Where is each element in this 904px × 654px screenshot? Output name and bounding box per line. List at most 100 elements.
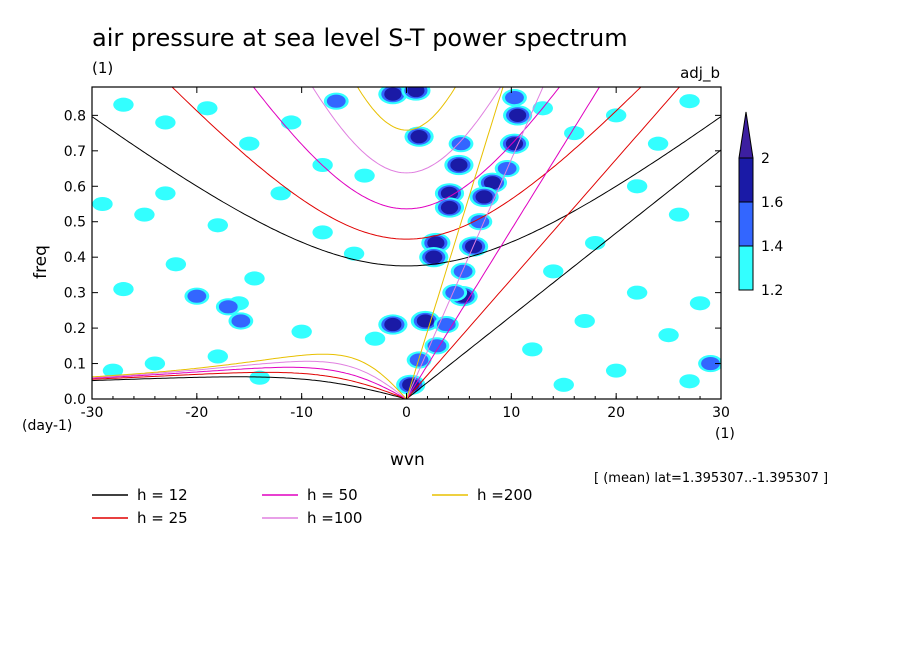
shaded-blob [469, 186, 499, 208]
shaded-blob [433, 315, 459, 334]
colorbar-label: 1.6 [761, 195, 783, 211]
blob-outer [207, 218, 228, 233]
blob-outer [155, 186, 176, 201]
legend-entry: h =100 [262, 509, 362, 527]
shaded-blob [467, 213, 493, 231]
shaded-blob [184, 287, 210, 305]
shaded-blob [155, 186, 176, 201]
y-tick-label: 0.7 [64, 144, 86, 160]
blob-outer [270, 186, 291, 201]
shaded-blob [323, 92, 349, 110]
shaded-blob [113, 97, 134, 112]
blob-core [440, 200, 459, 215]
blob-mid [453, 264, 473, 278]
blob-outer [668, 207, 690, 222]
blob-outer [244, 271, 265, 286]
colorbar-label: 2 [761, 151, 770, 167]
gravity-curve [311, 87, 502, 174]
blob-core [450, 158, 468, 172]
blob-outer [626, 179, 648, 194]
shaded-blob [553, 377, 574, 392]
shaded-blob [647, 136, 669, 151]
blob-outer [647, 136, 669, 151]
y-tick-label: 0.2 [64, 321, 86, 337]
x-tick-label: -20 [185, 405, 208, 421]
y-tick-label: 0.5 [64, 215, 86, 231]
blob-outer [144, 356, 166, 371]
colorbar-label: 1.4 [761, 239, 783, 255]
blob-core [410, 130, 428, 144]
kelvin-curve [406, 87, 504, 399]
gravity-curve [252, 87, 561, 210]
shaded-blob [419, 247, 449, 268]
blob-outer [522, 342, 543, 357]
legend-label: h = 25 [137, 509, 188, 527]
legend: h = 12 h = 25 h = 50 h =100 h =200 [92, 486, 532, 527]
blob-outer [574, 313, 595, 329]
legend-label: h = 12 [137, 486, 188, 504]
kelvin-curve [406, 149, 721, 399]
shaded-blob [585, 235, 606, 251]
blob-outer [239, 136, 260, 151]
blob-outer [280, 115, 302, 130]
rossby-curve [92, 376, 407, 399]
shaded-blob [679, 374, 700, 389]
shaded-blob [679, 94, 700, 109]
x-tick-label: 0 [402, 405, 411, 421]
shaded-field [92, 87, 721, 395]
colorbar: 2 1.6 1.4 1.2 [738, 111, 783, 299]
blob-mid [505, 91, 524, 105]
chart-title: air pressure at sea level S-T power spec… [92, 24, 628, 52]
blob-outer [113, 97, 134, 112]
x-tick-label: -10 [290, 405, 313, 421]
dispersion-curves [92, 87, 721, 399]
blob-outer [92, 196, 113, 212]
shaded-blob [215, 298, 241, 316]
shaded-blob [144, 356, 166, 371]
blob-outer [134, 207, 155, 222]
y-tick-label: 0.1 [64, 357, 86, 373]
colorbar-segment [738, 201, 754, 247]
shaded-blob [364, 331, 386, 346]
x-axis-label: wvn [390, 450, 425, 470]
blob-mid [218, 300, 238, 314]
shaded-blob [155, 115, 176, 130]
shaded-blob [444, 154, 474, 176]
gravity-curve [356, 87, 457, 131]
shaded-blob [207, 349, 228, 364]
shaded-blob [434, 183, 465, 204]
kelvin-curve [406, 87, 544, 399]
kelvin-curve [406, 87, 601, 399]
shaded-blob [668, 207, 690, 222]
rossby-curve [92, 353, 407, 399]
shaded-blob [280, 115, 302, 130]
blob-outer [249, 370, 270, 385]
kelvin-curve [406, 87, 681, 399]
shaded-blob [658, 328, 679, 343]
blob-outer [312, 225, 333, 240]
blob-outer [658, 328, 679, 343]
shaded-blob [378, 314, 408, 335]
legend-label: h =100 [307, 509, 362, 527]
y-tick-label: 0.4 [64, 250, 86, 266]
shaded-blob [244, 271, 265, 286]
shaded-blob [92, 196, 113, 212]
blob-core [407, 87, 425, 98]
legend-entry: h = 50 [262, 486, 358, 504]
shaded-blob [343, 246, 365, 261]
x-tick-label: 30 [712, 405, 730, 421]
blob-outer [113, 282, 134, 297]
x-unit-label: (1) [715, 426, 735, 442]
shaded-blob [239, 136, 260, 151]
blob-core [384, 87, 402, 101]
legend-entry: h =200 [432, 486, 532, 504]
shaded-blob [401, 87, 431, 101]
shaded-blob [605, 108, 627, 123]
y-tick-label: 0.8 [64, 108, 86, 124]
shaded-blob [502, 89, 527, 107]
blob-core [505, 137, 524, 151]
gravity-curve [92, 116, 721, 267]
blob-core [427, 236, 445, 250]
blob-mid [445, 286, 465, 300]
blob-outer [291, 324, 312, 339]
